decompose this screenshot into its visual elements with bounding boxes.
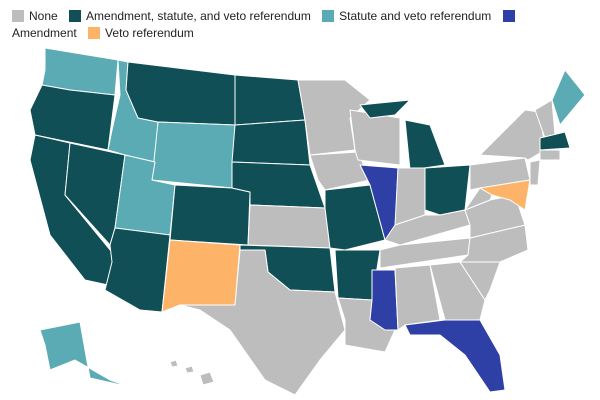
- state: [359, 99, 411, 119]
- state: [184, 365, 195, 374]
- state: [231, 119, 311, 166]
- state: [247, 204, 331, 249]
- state: [404, 319, 506, 393]
- state: [404, 119, 446, 171]
- state: [539, 131, 571, 151]
- legend-swatch: [88, 27, 101, 39]
- legend-label: Statute and veto referendum: [339, 9, 492, 23]
- state: [179, 249, 346, 396]
- state: [424, 164, 471, 216]
- state: [429, 261, 486, 321]
- legend-item: Statute and veto referendum: [322, 9, 491, 23]
- legend: None Amendment, statute, and veto refere…: [12, 8, 592, 42]
- state: [349, 109, 401, 166]
- legend-label: Veto referendum: [105, 26, 194, 40]
- state: [234, 74, 306, 126]
- state: [529, 159, 541, 186]
- legend-label: Amendment: [12, 26, 77, 40]
- state: [151, 121, 236, 189]
- legend-item: Veto referendum: [88, 26, 194, 40]
- state: [161, 239, 241, 313]
- state: [539, 149, 561, 161]
- legend-item: Amendment: [12, 9, 520, 40]
- state: [104, 227, 171, 313]
- states: [29, 47, 586, 396]
- legend-swatch: [69, 10, 82, 22]
- state: [125, 61, 236, 126]
- state: [479, 179, 531, 211]
- state: [551, 69, 586, 126]
- state: [199, 371, 215, 386]
- legend-label: Amendment, statute, and veto referendum: [86, 9, 311, 23]
- legend-item: Amendment, statute, and veto referendum: [69, 9, 311, 23]
- legend-swatch: [322, 10, 335, 22]
- legend-item: None: [12, 9, 58, 23]
- state: [384, 209, 471, 246]
- legend-label: None: [29, 9, 58, 23]
- state: [169, 359, 179, 368]
- legend-swatch: [12, 10, 24, 22]
- state: [169, 184, 251, 246]
- state: [39, 321, 131, 388]
- state: [369, 269, 399, 331]
- legend-swatch: [502, 10, 515, 22]
- state: [309, 151, 371, 191]
- state: [479, 109, 546, 161]
